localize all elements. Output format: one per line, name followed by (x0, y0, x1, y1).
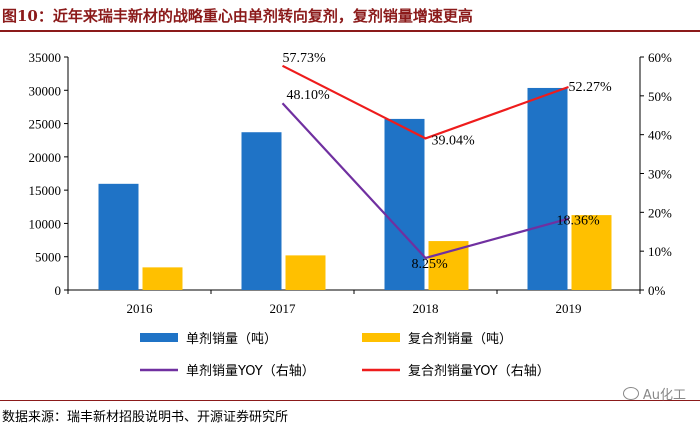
left-tick-label: 35000 (29, 50, 62, 65)
legend-single-yoy-label: 单剂销量YOY（右轴） (186, 364, 315, 379)
left-tick-label: 20000 (29, 150, 62, 165)
right-tick-label: 50% (648, 89, 672, 104)
data-label: 39.04% (432, 133, 476, 148)
data-label: 8.25% (412, 257, 449, 272)
x-tick-label: 2017 (270, 301, 297, 316)
data-label: 18.36% (557, 214, 601, 229)
left-tick-label: 0 (55, 283, 62, 298)
single-yoy-line (281, 102, 569, 260)
legend-single-bar-label: 单剂销量（吨） (186, 332, 277, 347)
data-source-note: 数据来源：瑞丰新材招股说明书、开源证券研究所 (2, 410, 289, 425)
left-tick-label: 15000 (29, 183, 62, 198)
legend-compound-bar-swatch (362, 333, 400, 342)
compound-agent-bar (142, 267, 183, 290)
combo-chart: 0 5000 10000 15000 20000 25000 30000 35000 0% 10%… (29, 50, 673, 379)
plot-area: 0 5000 10000 15000 20000 25000 30000 35000 0% 10%… (29, 50, 673, 316)
legend-compound-yoy-label: 复合剂销量YOY（右轴） (408, 364, 550, 379)
single-agent-bar (384, 118, 425, 290)
watermark-text: Au化工 (642, 388, 686, 403)
left-tick-label: 10000 (29, 216, 62, 231)
data-label: 48.10% (287, 88, 331, 103)
single-agent-bar (98, 183, 139, 290)
single-agent-bar (241, 132, 282, 290)
title-divider (0, 30, 700, 32)
watermark: Au化工 (622, 384, 686, 403)
compound-agent-bar (428, 241, 469, 290)
right-tick-label: 10% (648, 244, 672, 259)
left-tick-label: 5000 (35, 250, 61, 265)
compound-agent-bar (571, 215, 612, 290)
source-divider (0, 400, 700, 401)
compound-yoy-line (282, 64, 569, 140)
right-tick-label: 40% (648, 128, 672, 143)
single-agent-bar (527, 87, 568, 290)
x-tick-label: 2018 (413, 301, 439, 316)
x-tick-label: 2019 (556, 301, 582, 316)
title-bar: 图10：近年来瑞丰新材的战略重心由单剂转向复剂，复剂销量增速更高 (0, 0, 700, 30)
left-tick-label: 30000 (29, 83, 62, 98)
wechat-icon (622, 387, 639, 400)
right-tick-label: 0% (648, 283, 666, 298)
figure-title: 图10：近年来瑞丰新材的战略重心由单剂转向复剂，复剂销量增速更高 (2, 7, 473, 25)
compound-agent-bar (285, 255, 326, 290)
left-tick-label: 25000 (29, 117, 62, 132)
chart-legend: 单剂销量（吨） 复合剂销量（吨） 单剂销量YOY（右轴） 复合剂销量YOY（右轴） (140, 332, 550, 379)
legend-compound-bar-label: 复合剂销量（吨） (408, 332, 512, 347)
legend-single-bar-swatch (140, 333, 178, 342)
x-tick-label: 2016 (127, 301, 154, 316)
data-label: 52.27% (569, 80, 613, 95)
right-tick-label: 20% (648, 205, 672, 220)
right-tick-label: 30% (648, 167, 672, 182)
data-label: 57.73% (283, 51, 327, 66)
right-tick-label: 60% (648, 50, 672, 65)
